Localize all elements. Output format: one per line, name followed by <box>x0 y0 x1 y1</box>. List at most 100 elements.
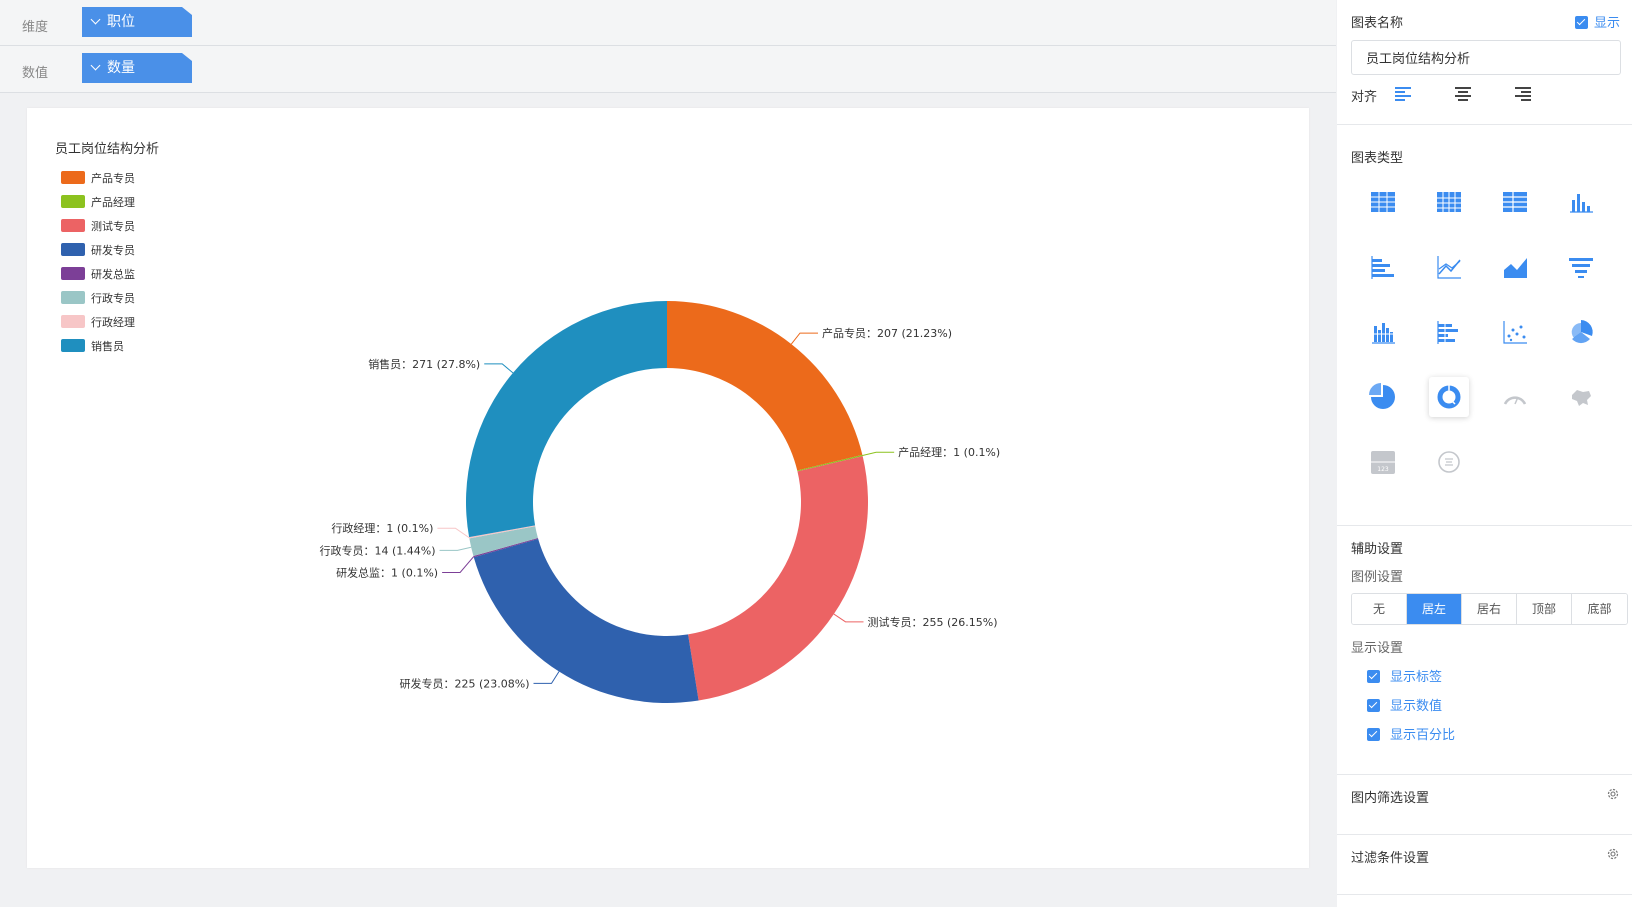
label-leader-line <box>862 451 895 456</box>
legend-item[interactable]: 销售员 <box>61 339 124 353</box>
show-title-checkbox[interactable]: 显示 <box>1574 12 1620 31</box>
funnel-chart-icon[interactable] <box>1561 247 1601 287</box>
legend-option-bottom[interactable]: 底部 <box>1572 594 1627 624</box>
line-chart-icon[interactable] <box>1429 247 1469 287</box>
legend-item[interactable]: 产品专员 <box>61 171 135 185</box>
measure-chip[interactable]: 数量 <box>82 53 192 83</box>
chevron-down-icon <box>90 60 101 71</box>
area-chart-icon[interactable] <box>1495 247 1535 287</box>
legend-swatch <box>61 195 85 208</box>
donut-slice[interactable] <box>667 301 863 471</box>
aux-settings-section: 辅助设置 图例设置 显示设置 <box>1337 526 1632 775</box>
show-labels-checkbox[interactable]: 显示标签 <box>1367 666 1442 685</box>
label-leader-line <box>833 613 864 623</box>
chart-name-label: 图表名称 <box>1351 16 1404 31</box>
bar-chart-icon[interactable] <box>1561 182 1601 222</box>
show-values-checkbox[interactable]: 显示数值 <box>1367 695 1442 714</box>
inner-filter-label: 图内筛选设置 <box>1351 791 1430 806</box>
legend-label: 研发专员 <box>91 243 135 257</box>
donut-slice[interactable] <box>469 525 536 539</box>
legend-item[interactable]: 产品经理 <box>61 195 135 209</box>
donut-slice[interactable] <box>688 456 868 701</box>
inner-filter-section[interactable]: 图内筛选设置 <box>1337 775 1632 835</box>
dimension-label: 维度 <box>22 20 49 35</box>
donut-slice[interactable] <box>466 301 667 538</box>
aux-settings-label: 辅助设置 <box>1351 542 1404 557</box>
label-leader-line <box>790 332 819 345</box>
chart-type-label: 图表类型 <box>1351 151 1404 166</box>
donut-slice[interactable] <box>473 538 539 558</box>
chart-title: 员工岗位结构分析 <box>55 142 159 157</box>
legend-position-segmented: 无 居左 居右 顶部 底部 <box>1351 593 1628 625</box>
dimension-value: 职位 <box>107 14 135 30</box>
checkbox-icon <box>1367 699 1380 712</box>
legend-item[interactable]: 行政经理 <box>61 315 135 329</box>
legend-item[interactable]: 研发总监 <box>61 267 135 281</box>
workspace: 维度 职位 数值 数量 员工岗位结构分析产品专员产品经理测试专员研发专员研发总监… <box>0 7 1336 868</box>
donut-slice[interactable] <box>473 538 699 703</box>
cross-table-icon[interactable] <box>1429 182 1469 222</box>
checkbox-icon <box>1367 670 1380 683</box>
word-cloud-icon[interactable] <box>1429 442 1469 482</box>
donut-slice[interactable] <box>469 526 538 557</box>
label-leader-line <box>442 556 474 573</box>
label-leader-line <box>533 671 560 684</box>
slice-label: 产品专员：207 (21.23%) <box>822 326 952 340</box>
donut-chart-icon[interactable] <box>1429 377 1469 417</box>
filter-section[interactable]: 过滤条件设置 <box>1337 835 1632 895</box>
chart-title-input[interactable] <box>1351 40 1621 75</box>
show-labels-label: 显示标签 <box>1390 670 1443 685</box>
horizontal-bar-icon[interactable] <box>1363 247 1403 287</box>
measure-value: 数量 <box>107 60 135 76</box>
chart-type-section: 图表类型 123 <box>1337 125 1632 526</box>
scatter-chart-icon[interactable] <box>1495 312 1535 352</box>
label-leader-line <box>484 363 514 374</box>
legend-item[interactable]: 行政专员 <box>61 291 135 305</box>
gauge-chart-icon[interactable] <box>1495 377 1535 417</box>
align-center-icon[interactable] <box>1455 86 1473 102</box>
stacked-horizontal-bar-icon[interactable] <box>1429 312 1469 352</box>
chart-name-section: 图表名称 显示 对齐 <box>1337 0 1632 125</box>
gear-icon[interactable] <box>1606 847 1620 861</box>
legend-swatch <box>61 219 85 232</box>
slice-label: 行政专员：14 (1.44%) <box>319 543 435 557</box>
donut-slice[interactable] <box>797 454 863 472</box>
align-left-icon[interactable] <box>1395 86 1413 102</box>
pie-chart-icon[interactable] <box>1363 377 1403 417</box>
label-leader-line <box>439 546 472 551</box>
slice-label: 产品经理：1 (0.1%) <box>898 445 1000 459</box>
filter-label: 过滤条件设置 <box>1351 851 1430 866</box>
chevron-down-icon <box>90 14 101 25</box>
show-label: 显示 <box>1593 16 1620 31</box>
legend-item[interactable]: 研发专员 <box>61 243 135 257</box>
slice-label: 行政经理：1 (0.1%) <box>331 521 433 535</box>
svg-text:123: 123 <box>1377 466 1389 473</box>
stacked-bar-icon[interactable] <box>1363 312 1403 352</box>
indicator-card-icon[interactable]: 123 <box>1363 442 1403 482</box>
legend-item[interactable]: 测试专员 <box>61 219 135 233</box>
legend-swatch <box>61 315 85 328</box>
legend-option-left[interactable]: 居左 <box>1407 594 1462 624</box>
checkbox-icon <box>1574 16 1588 29</box>
table-icon[interactable] <box>1363 182 1403 222</box>
show-values-label: 显示数值 <box>1390 699 1443 714</box>
legend-label: 行政经理 <box>91 315 135 329</box>
donut-chart: 员工岗位结构分析产品专员产品经理测试专员研发专员研发总监行政专员行政经理销售员产… <box>55 142 1000 703</box>
show-percent-checkbox[interactable]: 显示百分比 <box>1367 724 1455 743</box>
align-right-icon[interactable] <box>1515 86 1533 102</box>
align-label: 对齐 <box>1351 90 1378 105</box>
detail-table-icon[interactable] <box>1495 182 1535 222</box>
legend-label: 产品经理 <box>91 195 135 209</box>
slice-label: 销售员：271 (27.8%) <box>368 357 480 371</box>
chart-card: 员工岗位结构分析 产品专员 产品经理 测试专员 研发专员 研发总监 行政专员 行政经理 销售员产… <box>27 108 1309 868</box>
legend-label: 行政专员 <box>91 291 135 305</box>
legend-option-right[interactable]: 居右 <box>1462 594 1517 624</box>
legend-option-top[interactable]: 顶部 <box>1517 594 1572 624</box>
rose-chart-icon[interactable] <box>1561 312 1601 352</box>
legend-option-none[interactable]: 无 <box>1352 594 1407 624</box>
gear-icon[interactable] <box>1606 787 1620 801</box>
dimension-chip[interactable]: 职位 <box>82 7 192 37</box>
measure-row: 数值 数量 <box>0 46 1336 93</box>
legend-settings-label: 图例设置 <box>1351 570 1404 585</box>
map-chart-icon[interactable] <box>1561 377 1601 417</box>
